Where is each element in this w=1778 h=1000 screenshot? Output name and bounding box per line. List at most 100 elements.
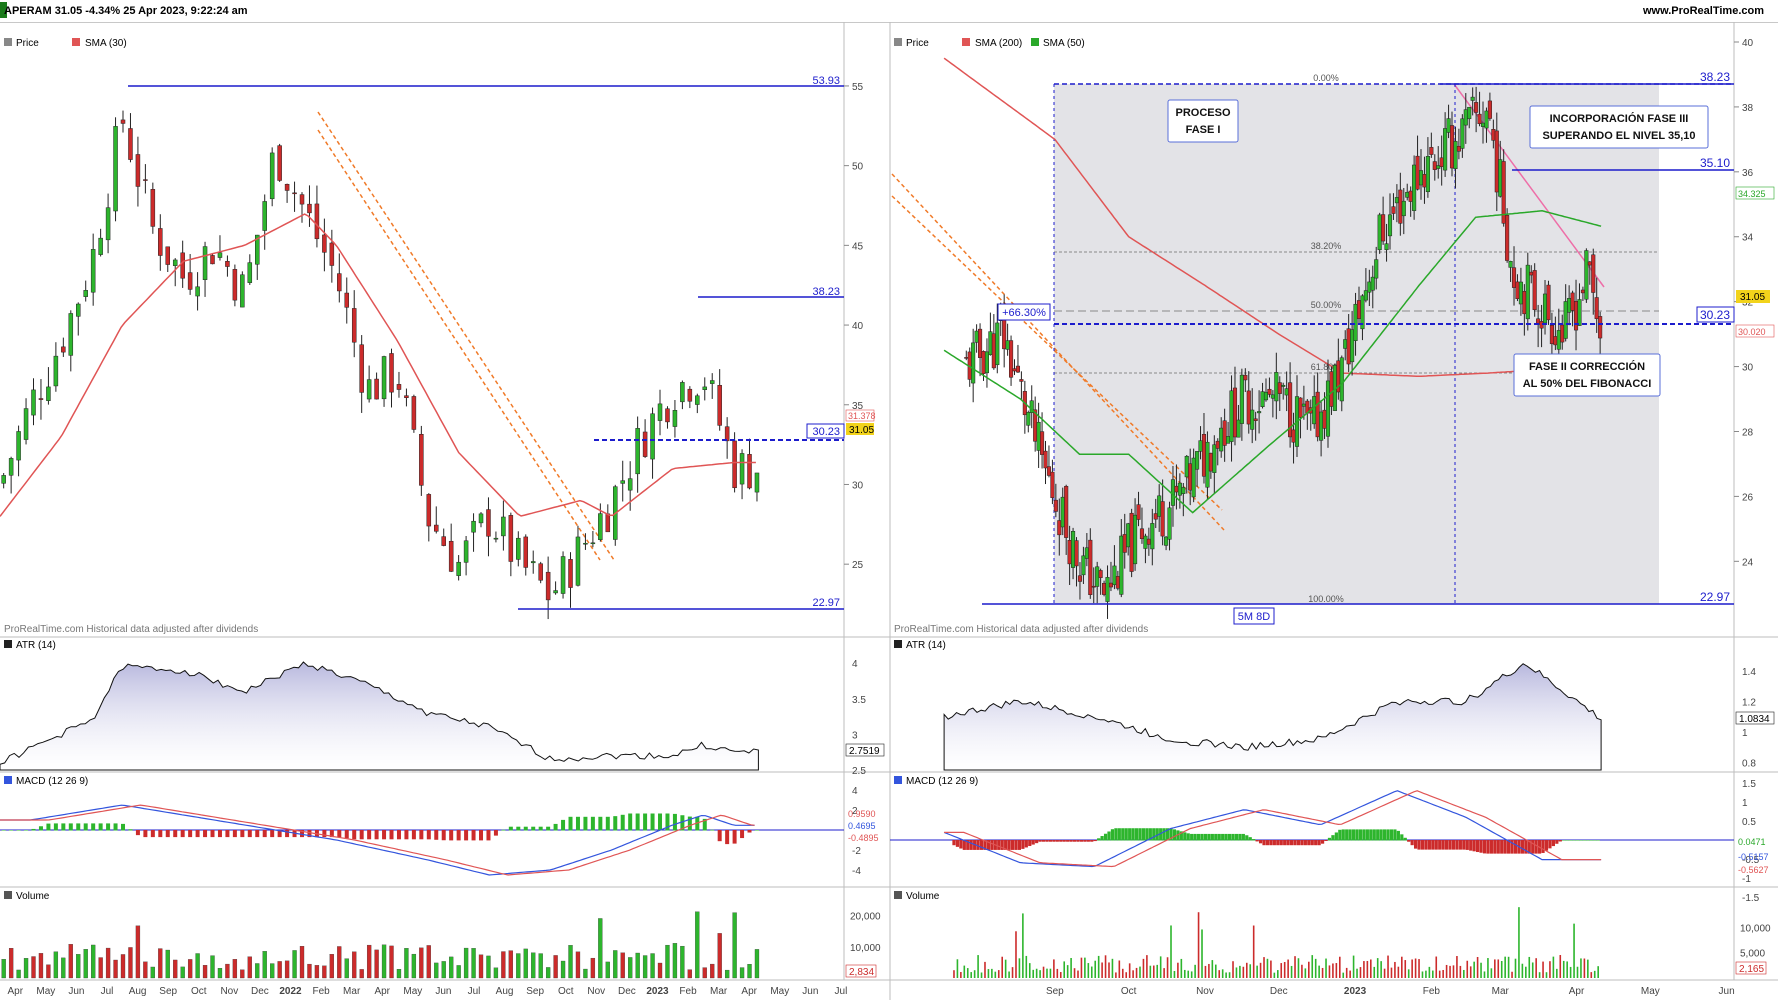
left-y-label: 45 <box>852 241 864 252</box>
left-candle <box>344 292 350 308</box>
right-price-axis: 40 38 36 34 32 30 28 26 24 <box>1734 38 1754 568</box>
right-macd-tick: 0.5 <box>1742 817 1756 828</box>
right-macd-bar <box>1021 840 1025 849</box>
right-volume-bar <box>1366 960 1369 978</box>
right-candle <box>1560 324 1565 343</box>
left-volume-bar <box>76 954 81 979</box>
left-macd-bar <box>419 830 424 840</box>
left-macd-bar <box>24 830 29 831</box>
chart-area[interactable]: Price SMA (30) 53.93 38.23 30.23 22.97 5… <box>0 22 1778 1000</box>
left-atr-area <box>0 661 759 771</box>
right-macd-bar <box>1472 840 1476 852</box>
right-candle <box>1329 371 1334 407</box>
left-macd-bar <box>173 830 178 838</box>
site-link[interactable]: www.ProRealTime.com <box>1642 5 1764 17</box>
right-candle <box>1339 357 1344 402</box>
left-candle <box>754 472 760 493</box>
right-macd-bar <box>1296 840 1301 846</box>
left-candle <box>292 192 297 195</box>
right-candle <box>1487 100 1492 119</box>
right-macd-bar <box>1289 840 1294 846</box>
right-macd-bar <box>1455 840 1459 850</box>
right-candle <box>1174 485 1179 493</box>
right-macd-v2: -0.5157 <box>1738 852 1769 862</box>
right-macd-bar <box>1303 840 1307 846</box>
right-macd-bar <box>1265 840 1270 846</box>
right-macd-tick: 1 <box>1742 798 1748 809</box>
right-macd-bar <box>1334 832 1338 841</box>
left-macd-bar <box>128 829 133 831</box>
right-volume-bar <box>1018 958 1021 978</box>
left-volume-bar <box>91 944 96 979</box>
left-candle <box>165 246 171 265</box>
left-macd-bar <box>635 813 640 831</box>
right-volume-bar <box>1376 958 1379 978</box>
left-candle <box>516 537 521 560</box>
left-macd-bar <box>307 830 312 838</box>
left-x-label: Oct <box>558 986 574 997</box>
right-volume-bar <box>1542 961 1544 978</box>
right-candle <box>1167 507 1172 540</box>
right-volume-bar <box>1039 970 1041 978</box>
left-candle <box>680 382 685 403</box>
left-volume-bar <box>381 944 387 979</box>
left-volume-bar <box>195 953 200 979</box>
left-macd-bar <box>508 826 513 831</box>
right-volume-bar <box>960 972 962 978</box>
right-volume-bar <box>1583 958 1586 978</box>
atr-panels[interactable]: ATR (14) ATR (14) 4 3.5 3 2.5 1.4 1.2 1 0.8 2.7… <box>0 640 1775 777</box>
right-volume-bar <box>1228 972 1231 978</box>
right-macd-bar <box>1048 840 1053 842</box>
right-candle <box>1439 157 1444 167</box>
right-macd-bar <box>1544 840 1549 851</box>
right-candle <box>1005 340 1010 350</box>
left-volume-bar <box>135 925 141 979</box>
right-volume-bar <box>1156 964 1159 978</box>
right-macd-bar <box>1190 833 1194 841</box>
right-candle <box>1525 264 1530 320</box>
right-candle <box>1043 450 1048 469</box>
left-volume-bar <box>590 957 596 979</box>
left-volume-bar <box>456 965 461 979</box>
right-macd-bar <box>979 840 984 850</box>
right-macd-bar <box>1431 840 1435 850</box>
right-y-label: 36 <box>1742 168 1754 179</box>
right-macd-bar <box>969 840 973 850</box>
left-price-panel[interactable]: Price SMA (30) 53.93 38.23 30.23 22.97 5… <box>0 38 876 635</box>
left-volume-bar <box>710 963 715 979</box>
right-volume-bar <box>1080 957 1083 978</box>
left-volume-bar <box>478 954 484 979</box>
left-volume-bar <box>739 967 745 979</box>
left-candle <box>717 385 722 426</box>
left-volume-bar <box>396 969 402 979</box>
right-volume-bar <box>1507 956 1510 978</box>
right-volume-bar <box>1566 961 1568 978</box>
volume-axis: 20,000 10,000 10,000 5,000 <box>850 912 1771 960</box>
left-legend-sma: SMA (30) <box>85 38 127 49</box>
left-x-label: Mar <box>343 986 361 997</box>
right-volume-bar <box>1576 966 1579 978</box>
right-volume-bar <box>1177 962 1179 978</box>
right-macd-bar <box>1548 840 1552 849</box>
volume-panels[interactable]: Volume Volume 20,000 10,000 10,000 5,000 2,… <box>1 891 1771 979</box>
left-candle <box>277 145 282 181</box>
right-candle <box>1098 570 1103 578</box>
right-macd-bar <box>1331 835 1335 841</box>
right-candle <box>1567 298 1572 313</box>
right-volume-bar <box>1159 956 1162 978</box>
right-volume-bar <box>1459 965 1462 978</box>
right-macd-bar <box>1124 828 1128 841</box>
left-sma30-line <box>0 213 756 517</box>
right-volume-bar <box>1421 971 1424 978</box>
right-macd-bar <box>1503 840 1507 854</box>
left-macd-bar <box>217 830 222 838</box>
right-macd-bar <box>1482 840 1487 854</box>
right-candle <box>971 342 976 384</box>
macd-panels[interactable]: MACD (12 26 9) MACD (12 26 9) 4 2 -2 -4 1.5 1… <box>0 776 1769 904</box>
fib-label-0: 0.00% <box>1313 73 1339 83</box>
left-volume-bar <box>105 947 111 979</box>
right-price-panel[interactable]: Price SMA (200) SMA (50) 0.00% 38.20% 50… <box>891 38 1775 635</box>
right-macd-bar <box>1062 840 1066 842</box>
right-macd-bar <box>1072 840 1077 842</box>
right-candle <box>1584 250 1589 300</box>
